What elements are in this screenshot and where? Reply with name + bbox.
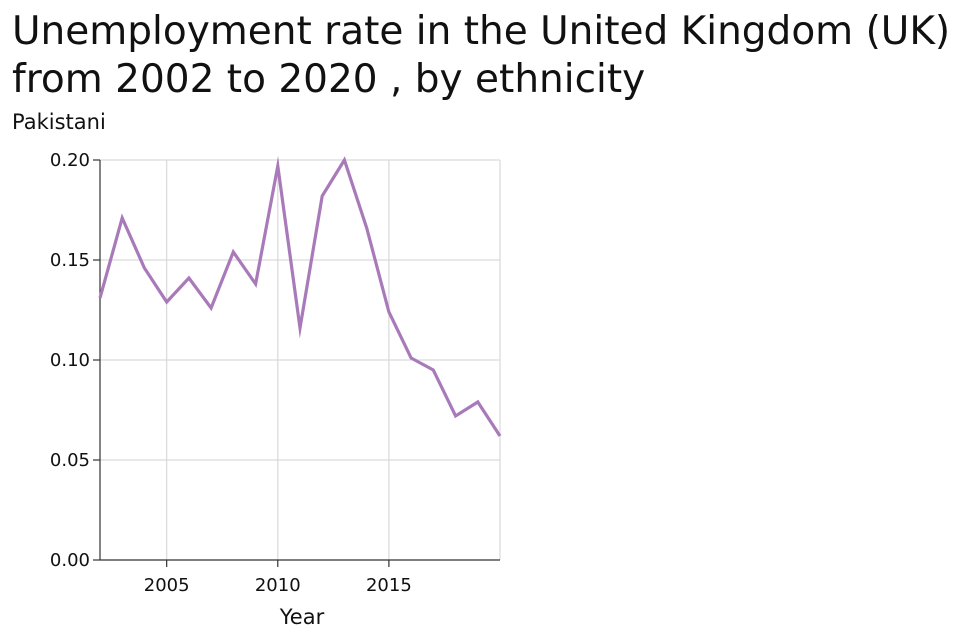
- axes: [93, 159, 500, 567]
- x-tick-label: 2015: [366, 575, 412, 596]
- y-axis-label: Pakistani: [12, 110, 106, 134]
- x-tick-label: 2010: [255, 575, 301, 596]
- tick-labels: 0.00 0.05 0.10 0.15 0.20 2005 2010 2015: [50, 150, 412, 596]
- y-tick-label: 0.20: [50, 150, 90, 171]
- series-line-pakistani: [98, 156, 502, 437]
- grid-lines: [100, 159, 501, 560]
- y-tick-label: 0.05: [50, 450, 90, 471]
- chart-title: Unemployment rate in the United Kingdom …: [12, 9, 951, 102]
- y-tick-label: 0.15: [50, 250, 90, 271]
- y-tick-label: 0.10: [50, 350, 90, 371]
- series-layer: [98, 156, 502, 437]
- x-tick-label: 2005: [144, 575, 190, 596]
- x-axis-label: Year: [279, 605, 325, 629]
- y-tick-label: 0.00: [50, 550, 90, 571]
